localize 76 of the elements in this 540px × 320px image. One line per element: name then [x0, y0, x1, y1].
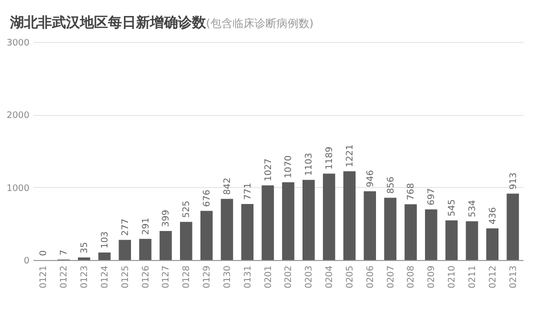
x-tick-label: 0125	[120, 266, 131, 288]
data-label: 913	[508, 172, 519, 190]
bar	[180, 222, 192, 260]
data-label: 1103	[304, 152, 315, 176]
x-tick-label: 0209	[427, 265, 438, 288]
x-tick-label: 0205	[345, 266, 356, 288]
bar	[78, 257, 90, 260]
y-tick-label: 0	[24, 256, 30, 266]
x-tick-label: 0203	[304, 266, 315, 288]
bar	[160, 231, 172, 260]
data-label: 436	[488, 206, 498, 224]
data-label: 103	[100, 231, 110, 249]
y-tick-label: 1000	[6, 184, 30, 194]
bar	[282, 182, 294, 260]
bar	[404, 204, 417, 260]
bar	[466, 221, 478, 260]
x-tick-label: 0127	[162, 266, 172, 288]
bar	[343, 171, 356, 260]
x-tick-label: 0124	[100, 265, 110, 288]
x-tick-label: 0202	[284, 266, 294, 288]
bar	[241, 204, 254, 260]
x-tick-label: 0201	[264, 266, 274, 288]
bar	[200, 210, 213, 260]
data-label: 545	[448, 199, 458, 216]
data-label: 697	[427, 188, 438, 206]
data-label: 1070	[284, 155, 294, 178]
data-label: 35	[80, 242, 90, 254]
data-label: 0	[39, 250, 50, 256]
data-label: 946	[366, 170, 376, 188]
x-tick-label: 0131	[243, 266, 254, 288]
x-tick-label: 0204	[325, 265, 336, 288]
x-tick-label: 0211	[468, 266, 478, 288]
data-label: 277	[120, 218, 131, 236]
x-tick-label: 0123	[80, 266, 90, 288]
bar	[262, 185, 274, 260]
data-label: 399	[162, 210, 172, 228]
data-label: 771	[243, 182, 254, 200]
data-label: 842	[222, 178, 233, 195]
y-tick-label: 2000	[6, 111, 30, 122]
bar	[506, 194, 519, 260]
chart-title: 湖北非武汉地区每日新增确诊数	[10, 15, 206, 31]
bar	[302, 180, 315, 260]
x-tick-label: 0128	[182, 265, 192, 288]
bar	[384, 198, 396, 260]
data-label: 291	[141, 218, 152, 235]
x-tick-label: 0206	[366, 265, 376, 288]
bar	[445, 220, 458, 260]
bar	[364, 191, 376, 260]
data-label: 676	[202, 189, 213, 207]
data-label: 1189	[325, 146, 336, 170]
x-tick-label: 0208	[406, 265, 417, 288]
chart-subtitle: (包含临床诊断病例数)	[206, 17, 314, 30]
bar	[486, 228, 498, 260]
x-tick-label: 0210	[448, 265, 458, 288]
data-label: 1221	[345, 144, 356, 168]
data-label: 1027	[264, 158, 274, 182]
x-tick-label: 0129	[202, 265, 213, 288]
x-tick-label: 0121	[39, 266, 50, 288]
x-tick-label: 0213	[508, 266, 519, 288]
data-label: 7	[60, 250, 70, 256]
bar	[118, 240, 131, 260]
data-label: 525	[182, 200, 192, 218]
data-label: 768	[406, 182, 417, 200]
data-label: 534	[468, 200, 478, 218]
data-label: 856	[386, 176, 396, 194]
bar	[220, 198, 234, 260]
x-tick-label: 0130	[222, 265, 233, 288]
x-tick-label: 0212	[488, 266, 498, 288]
x-tick-label: 0126	[141, 265, 152, 288]
x-tick-label: 0122	[60, 266, 70, 288]
bar	[425, 209, 438, 260]
bar	[322, 174, 336, 260]
bar	[98, 252, 111, 260]
bar	[139, 238, 152, 260]
y-tick-label: 3000	[6, 38, 30, 48]
x-tick-label: 0207	[386, 266, 396, 288]
